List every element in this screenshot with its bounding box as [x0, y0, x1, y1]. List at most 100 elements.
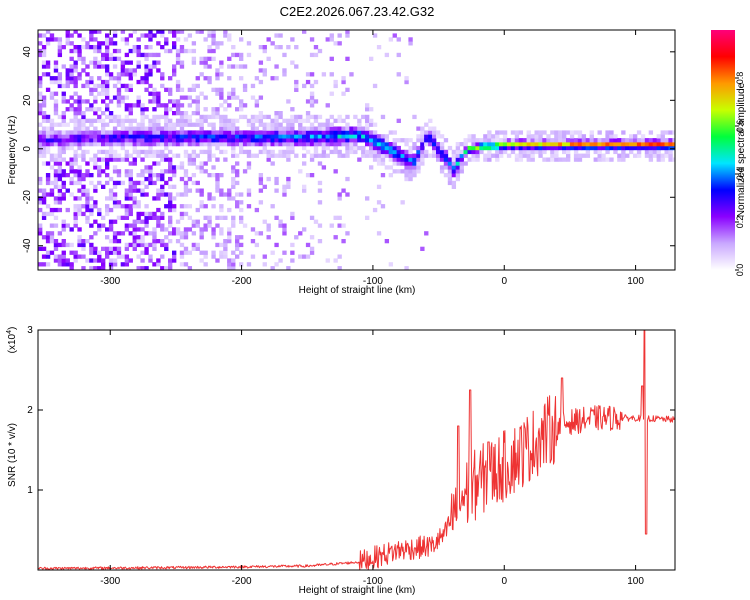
spectrogram-cell — [124, 68, 130, 73]
spectrogram-cell — [231, 180, 236, 186]
spectrogram-cell — [499, 142, 504, 147]
spectrogram-cell — [152, 64, 157, 69]
spectrogram-cell — [443, 157, 449, 162]
spectrogram-cell — [317, 153, 323, 158]
spectrogram-cell — [175, 219, 181, 224]
spectrogram-cell — [207, 142, 212, 147]
spectrogram-cell — [199, 114, 204, 120]
spectrogram-cell — [112, 138, 118, 143]
spectrogram-cell — [101, 169, 106, 174]
spectrogram-cell — [195, 103, 200, 108]
spectrogram-cell — [203, 134, 208, 139]
spectrogram-cell — [294, 153, 299, 158]
spectrogram-cell — [73, 79, 78, 85]
spectrogram-cell — [152, 114, 157, 120]
spectrogram-cell — [274, 45, 279, 50]
spectrogram-cell — [93, 157, 98, 162]
spectrogram-cell — [128, 204, 133, 209]
spectrogram-cell — [179, 254, 185, 259]
spectrogram-cell — [93, 45, 98, 50]
spectrogram-cell — [168, 118, 173, 123]
spectrogram-cell — [672, 142, 675, 147]
spectrogram-cell — [554, 153, 559, 158]
spectrogram-cell — [168, 204, 173, 209]
spectrogram-cell — [175, 79, 181, 85]
spectrogram-cell — [424, 138, 429, 143]
spectrogram-cell — [211, 196, 216, 201]
spectrogram-cell — [585, 138, 591, 143]
spectrogram-cell — [172, 122, 177, 127]
snr-frame — [37, 329, 676, 571]
spectrogram-cell — [286, 266, 291, 270]
spectrogram-cell — [309, 91, 315, 96]
spectrogram-cell — [258, 68, 264, 73]
spectrogram-cell — [235, 107, 240, 112]
spectrogram-cell — [168, 192, 173, 197]
spectrogram-cell — [203, 64, 208, 69]
spectrogram-cell — [239, 200, 244, 205]
spectrogram-cell — [625, 145, 630, 151]
spectrogram-cell — [65, 258, 70, 263]
spectrogram-cell — [45, 231, 51, 236]
spectrogram-cell — [235, 254, 240, 259]
spectrogram-cell — [325, 153, 330, 158]
spectrogram-cell — [219, 188, 224, 193]
spectrogram-cell — [108, 207, 114, 213]
spectrogram-cell — [372, 145, 378, 151]
spectrogram-cell — [89, 142, 94, 147]
spectrogram-cell — [219, 72, 224, 77]
spectrogram-cell — [152, 134, 157, 139]
spectrogram-cell — [57, 134, 63, 139]
spectrogram-cell — [337, 254, 342, 259]
spectrogram-cell — [65, 138, 70, 143]
spectrogram-cell — [416, 169, 421, 174]
spectrogram-cell — [156, 130, 161, 135]
spectrogram-cell — [239, 138, 244, 143]
colorbar-ticks: 0.00.20.40.60.8 — [735, 72, 745, 276]
spectrogram-cell — [309, 72, 315, 77]
spectrogram-cell — [128, 72, 133, 77]
spectrogram-cell — [309, 157, 315, 162]
spectrogram-cell — [168, 99, 173, 104]
spectrogram-cell — [365, 134, 370, 139]
spectrogram-cell — [179, 64, 185, 69]
spectrogram-cell — [223, 134, 228, 139]
spectrogram-cell — [41, 215, 47, 220]
spectrogram-cell — [215, 45, 220, 50]
spectrogram-cell — [617, 145, 622, 151]
spectrogram-cell — [365, 103, 370, 108]
spectrogram-cell — [589, 142, 594, 147]
spectrogram-cell — [463, 149, 468, 155]
spectrogram-cell — [183, 134, 189, 139]
spectrogram-cell — [85, 215, 90, 220]
spectrogram-cell — [302, 30, 307, 34]
spectrogram-cell — [45, 126, 51, 131]
spectrogram-cell — [648, 130, 654, 135]
spectrogram-cell — [128, 173, 133, 178]
spectrogram-cell — [302, 153, 307, 158]
spectrogram-cell — [329, 138, 334, 143]
spectrogram-cell — [223, 149, 228, 155]
spectrogram-cell — [262, 68, 267, 73]
spectrogram-cell — [298, 122, 303, 127]
spectrogram-cell — [648, 157, 654, 162]
spectrogram-cell — [160, 149, 165, 155]
spectrogram-cell — [215, 142, 220, 147]
spectrogram-cell — [132, 239, 137, 244]
spectrogram-cell — [175, 227, 181, 232]
spectrogram-cell — [211, 48, 216, 54]
spectrogram-cell — [69, 157, 74, 162]
spectrogram-cell — [93, 111, 98, 116]
spectrogram-cell — [274, 64, 279, 69]
spectrogram-cell — [223, 114, 228, 120]
spectrogram-cell — [136, 126, 141, 131]
spectrogram-cell — [152, 138, 157, 143]
spectrogram-cell — [179, 60, 185, 65]
spectrogram-cell — [164, 142, 169, 147]
spectrogram-cell — [274, 126, 279, 131]
spectrogram-cell — [254, 153, 260, 158]
spectrogram-cell — [156, 176, 161, 182]
spectrogram-cell — [61, 250, 66, 255]
spectrogram-cell — [61, 180, 66, 186]
spectrogram-cell — [49, 79, 55, 85]
